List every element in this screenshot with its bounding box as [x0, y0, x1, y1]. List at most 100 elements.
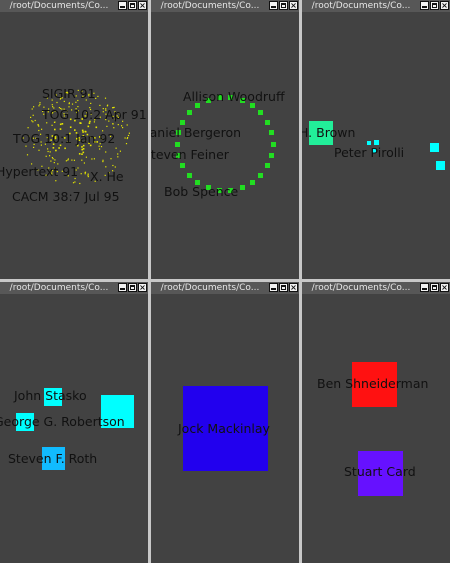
ring-node[interactable]	[249, 102, 255, 108]
ring-node[interactable]	[180, 163, 185, 169]
author-node[interactable]	[183, 386, 268, 471]
maximize-icon[interactable]	[279, 1, 288, 10]
citation-point	[105, 113, 107, 115]
citation-point	[108, 172, 110, 174]
citation-point	[93, 92, 95, 94]
ring-node[interactable]	[228, 188, 234, 194]
close-icon[interactable]: ×	[138, 1, 147, 10]
minimize-icon[interactable]	[269, 1, 278, 10]
ring-node[interactable]	[175, 130, 181, 136]
close-icon[interactable]: ×	[289, 283, 298, 292]
author-node[interactable]	[358, 451, 403, 496]
author-node[interactable]	[42, 447, 65, 470]
node-label: Hypertext 91	[0, 164, 79, 179]
ring-node[interactable]	[249, 180, 255, 186]
ring-node[interactable]	[216, 188, 222, 194]
ring-node[interactable]	[239, 97, 245, 103]
graph-canvas[interactable]: SIGIR 91 TOG 10:2 Apr 91 TOG 10:1 Jan 92…	[0, 12, 148, 279]
citation-point	[127, 137, 129, 139]
author-node[interactable]	[374, 140, 379, 145]
citation-point	[108, 120, 110, 122]
titlebar[interactable]: /root/Documents/Co... ×	[302, 282, 450, 294]
author-node[interactable]	[367, 141, 371, 145]
citation-point	[43, 106, 45, 108]
ring-node[interactable]	[269, 152, 275, 158]
author-node[interactable]	[372, 149, 376, 153]
ring-node[interactable]	[175, 152, 181, 158]
citation-point	[60, 96, 62, 98]
ring-node[interactable]	[228, 94, 234, 100]
citation-point	[40, 141, 42, 143]
ring-node[interactable]	[258, 172, 264, 178]
ring-node[interactable]	[186, 172, 192, 178]
author-node[interactable]	[101, 395, 134, 428]
citation-point	[53, 107, 55, 109]
citation-point	[37, 169, 39, 171]
maximize-icon[interactable]	[128, 283, 137, 292]
citation-point	[51, 173, 53, 175]
graph-canvas[interactable]: Ben Shneiderman Stuart Card	[302, 294, 450, 563]
minimize-icon[interactable]	[420, 283, 429, 292]
author-node[interactable]	[352, 362, 397, 407]
citation-point	[87, 125, 90, 128]
citation-point	[41, 128, 43, 130]
citation-point	[44, 143, 46, 145]
citation-point	[125, 143, 128, 145]
citation-point	[119, 150, 121, 152]
close-icon[interactable]: ×	[440, 1, 449, 10]
citation-point	[112, 170, 114, 172]
citation-point	[99, 143, 101, 145]
citation-point	[105, 109, 107, 111]
node-label: John Stasko	[14, 388, 87, 403]
close-icon[interactable]: ×	[440, 283, 449, 292]
graph-canvas[interactable]: Jock Mackinlay	[151, 294, 299, 563]
ring-node[interactable]	[195, 180, 201, 186]
maximize-icon[interactable]	[430, 1, 439, 10]
ring-node[interactable]	[195, 102, 201, 108]
titlebar[interactable]: /root/Documents/Co... ×	[302, 0, 450, 12]
minimize-icon[interactable]	[118, 283, 127, 292]
author-node[interactable]	[44, 388, 62, 406]
citation-point	[52, 158, 54, 160]
citation-point	[99, 116, 101, 118]
author-node[interactable]	[436, 161, 445, 170]
ring-node[interactable]	[265, 119, 270, 125]
ring-node[interactable]	[174, 141, 180, 147]
citation-point	[94, 180, 96, 182]
minimize-icon[interactable]	[269, 283, 278, 292]
ring-node[interactable]	[186, 110, 192, 116]
node-label: SIGIR 91	[42, 86, 96, 101]
graph-canvas[interactable]: John Stasko George G. Robertson Steven F…	[0, 294, 148, 563]
ring-node[interactable]	[269, 130, 275, 136]
close-icon[interactable]: ×	[289, 1, 298, 10]
ring-node[interactable]	[205, 97, 211, 103]
ring-node[interactable]	[180, 119, 185, 125]
author-node[interactable]	[430, 143, 439, 152]
maximize-icon[interactable]	[279, 283, 288, 292]
ring-node[interactable]	[265, 163, 270, 169]
maximize-icon[interactable]	[128, 1, 137, 10]
titlebar[interactable]: /root/Documents/Co... ×	[0, 0, 148, 12]
citation-point	[95, 126, 98, 129]
minimize-icon[interactable]	[118, 1, 127, 10]
maximize-icon[interactable]	[430, 283, 439, 292]
graph-canvas[interactable]: H. Brown Peter Pirolli	[302, 12, 450, 279]
close-icon[interactable]: ×	[138, 283, 147, 292]
minimize-icon[interactable]	[420, 1, 429, 10]
ring-node[interactable]	[258, 110, 264, 116]
citation-point	[80, 122, 82, 124]
ring-node[interactable]	[270, 141, 276, 147]
citation-point	[81, 146, 83, 148]
graph-canvas[interactable]: Allison Woodruff Daniel Bergeron Steven …	[151, 12, 299, 279]
citation-point	[28, 135, 30, 137]
ring-node[interactable]	[216, 94, 222, 100]
citation-point	[87, 176, 89, 178]
titlebar[interactable]: /root/Documents/Co... ×	[151, 0, 299, 12]
titlebar[interactable]: /root/Documents/Co... ×	[151, 282, 299, 294]
author-node[interactable]	[309, 121, 333, 145]
citation-point	[128, 132, 130, 134]
ring-node[interactable]	[239, 185, 245, 191]
author-node[interactable]	[16, 413, 34, 431]
ring-node[interactable]	[205, 185, 211, 191]
titlebar[interactable]: /root/Documents/Co... ×	[0, 282, 148, 294]
